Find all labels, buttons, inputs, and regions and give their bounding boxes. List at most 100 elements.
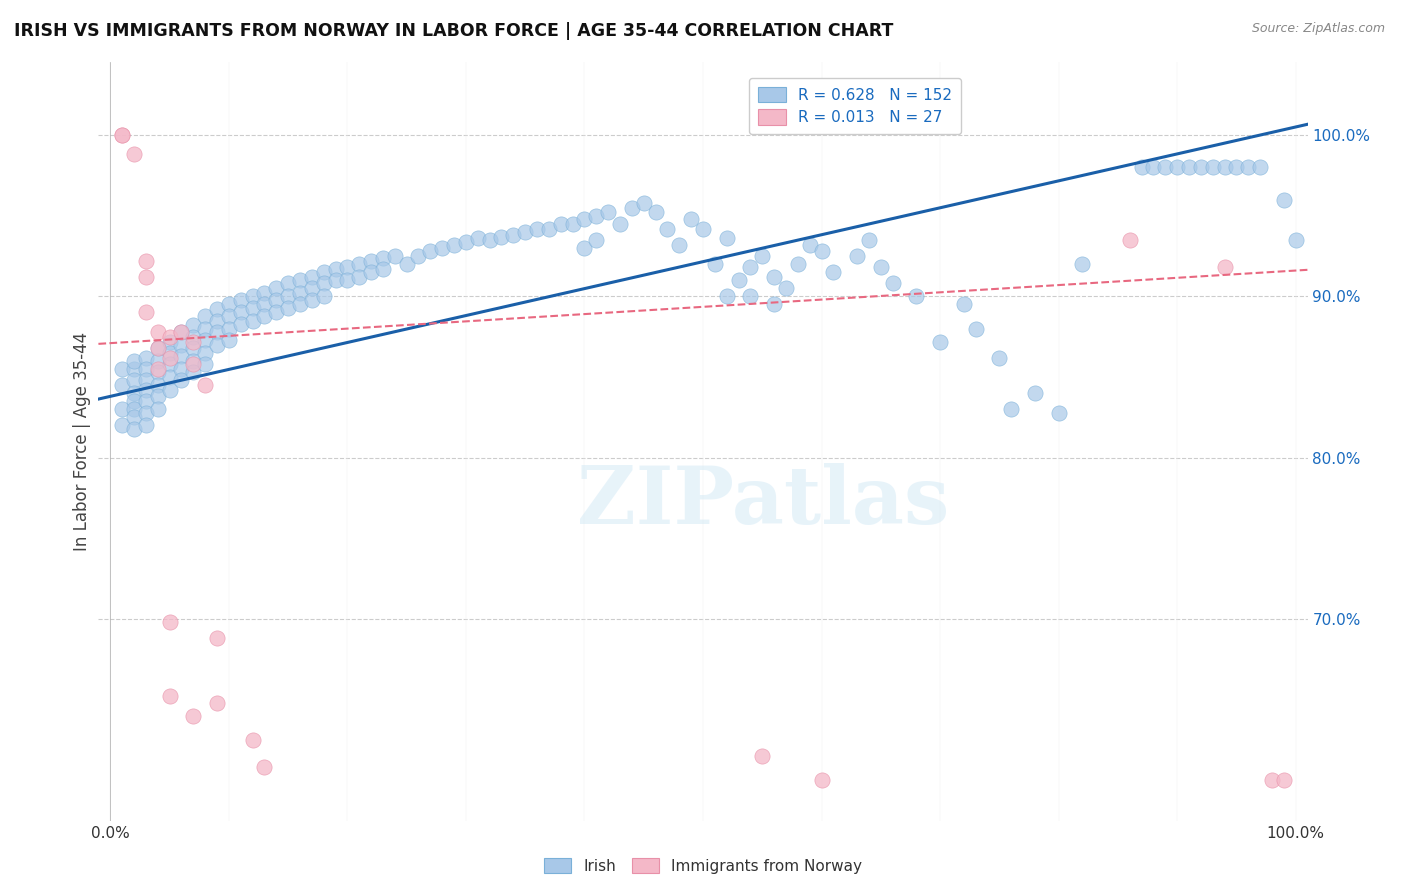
Point [965, 321, 987, 335]
Point [218, 309, 240, 323]
Point [146, 378, 169, 392]
Point [170, 337, 193, 351]
Point [135, 373, 157, 387]
Point [111, 128, 134, 142]
Point [882, 277, 904, 291]
Point [371, 251, 394, 265]
Point [170, 373, 193, 387]
Point [205, 325, 228, 339]
Point [633, 195, 655, 210]
Point [384, 249, 406, 263]
Point [229, 293, 252, 307]
Point [170, 349, 193, 363]
Point [561, 217, 583, 231]
Point [1272, 193, 1295, 207]
Point [846, 249, 869, 263]
Point [159, 334, 181, 349]
Point [135, 405, 157, 419]
Point [360, 253, 382, 268]
Point [858, 233, 880, 247]
Point [181, 357, 204, 371]
Point [905, 289, 928, 303]
Point [146, 389, 169, 403]
Point [681, 211, 703, 226]
Point [751, 249, 773, 263]
Point [205, 302, 228, 317]
Point [135, 418, 157, 433]
Point [325, 273, 347, 287]
Point [751, 749, 773, 764]
Point [360, 265, 382, 279]
Point [1047, 405, 1070, 419]
Point [253, 760, 276, 774]
Point [810, 244, 832, 259]
Point [716, 289, 738, 303]
Text: IRISH VS IMMIGRANTS FROM NORWAY IN LABOR FORCE | AGE 35-44 CORRELATION CHART: IRISH VS IMMIGRANTS FROM NORWAY IN LABOR… [14, 22, 893, 40]
Point [159, 370, 181, 384]
Point [609, 217, 631, 231]
Point [264, 281, 287, 295]
Point [181, 365, 204, 379]
Point [312, 289, 335, 303]
Point [312, 265, 335, 279]
Point [111, 378, 134, 392]
Point [135, 270, 157, 285]
Point [122, 373, 145, 387]
Point [253, 297, 276, 311]
Point [122, 147, 145, 161]
Point [264, 305, 287, 319]
Point [159, 346, 181, 360]
Point [146, 365, 169, 379]
Point [277, 289, 299, 303]
Point [1154, 161, 1177, 175]
Point [194, 357, 217, 371]
Point [1024, 386, 1046, 401]
Point [159, 351, 181, 365]
Point [122, 394, 145, 409]
Point [692, 221, 714, 235]
Point [111, 402, 134, 417]
Point [1213, 260, 1236, 275]
Point [301, 293, 323, 307]
Point [598, 205, 620, 219]
Point [644, 205, 666, 219]
Point [205, 696, 228, 710]
Y-axis label: In Labor Force | Age 35-44: In Labor Force | Age 35-44 [73, 332, 91, 551]
Point [1189, 161, 1212, 175]
Point [111, 362, 134, 376]
Point [205, 632, 228, 646]
Point [242, 289, 264, 303]
Point [1261, 773, 1284, 788]
Point [952, 297, 974, 311]
Point [301, 270, 323, 285]
Point [325, 261, 347, 276]
Point [194, 333, 217, 347]
Point [253, 309, 276, 323]
Point [170, 325, 193, 339]
Point [135, 394, 157, 409]
Point [194, 309, 217, 323]
Point [111, 128, 134, 142]
Point [159, 383, 181, 397]
Point [122, 362, 145, 376]
Legend: Irish, Immigrants from Norway: Irish, Immigrants from Norway [537, 852, 869, 880]
Point [159, 690, 181, 704]
Point [181, 354, 204, 368]
Point [336, 273, 359, 287]
Point [181, 329, 204, 343]
Point [668, 237, 690, 252]
Point [242, 313, 264, 327]
Point [170, 325, 193, 339]
Point [1178, 161, 1201, 175]
Point [988, 351, 1011, 365]
Point [585, 233, 607, 247]
Point [823, 265, 845, 279]
Point [574, 241, 596, 255]
Point [135, 253, 157, 268]
Point [218, 321, 240, 335]
Point [242, 301, 264, 315]
Point [1249, 161, 1271, 175]
Point [1213, 161, 1236, 175]
Point [620, 201, 643, 215]
Point [146, 341, 169, 355]
